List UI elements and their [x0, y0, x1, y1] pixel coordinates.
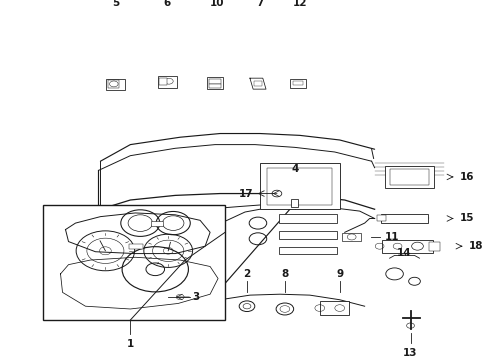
Text: 17: 17	[238, 189, 252, 199]
Text: 10: 10	[209, 0, 224, 8]
Text: 9: 9	[335, 269, 343, 279]
Text: 14: 14	[396, 248, 411, 258]
Text: 12: 12	[292, 0, 306, 8]
Bar	[209, 79, 220, 84]
Bar	[278, 214, 336, 222]
Bar	[151, 221, 163, 226]
Bar	[129, 243, 143, 249]
Bar	[267, 168, 331, 204]
Text: 18: 18	[468, 241, 482, 251]
Bar	[253, 81, 262, 86]
Bar	[291, 199, 298, 207]
Bar	[42, 204, 224, 320]
Text: 8: 8	[281, 269, 288, 279]
Bar	[389, 168, 428, 185]
Bar	[381, 239, 432, 253]
Text: 2: 2	[243, 269, 250, 279]
Bar	[289, 79, 305, 88]
Bar	[320, 301, 348, 315]
Bar	[206, 77, 223, 89]
Text: 11: 11	[384, 232, 398, 242]
Text: 7: 7	[256, 0, 263, 8]
Text: 16: 16	[458, 172, 473, 182]
Bar	[385, 166, 433, 188]
Bar	[158, 76, 176, 87]
Bar	[159, 78, 166, 85]
Text: 5: 5	[112, 0, 119, 8]
Bar	[209, 84, 220, 88]
Bar	[292, 81, 303, 85]
Bar	[260, 163, 339, 209]
Bar	[108, 80, 119, 88]
Bar	[381, 214, 427, 223]
Text: 3: 3	[192, 292, 199, 302]
Text: 6: 6	[163, 0, 170, 8]
Bar	[278, 231, 336, 239]
Bar	[428, 242, 439, 251]
Text: 15: 15	[458, 213, 473, 224]
Bar	[278, 247, 336, 255]
Text: 1: 1	[126, 338, 134, 348]
Text: 13: 13	[403, 348, 417, 358]
Bar	[376, 216, 385, 221]
Bar	[105, 79, 125, 90]
Bar	[342, 233, 360, 240]
Text: 4: 4	[290, 164, 298, 174]
